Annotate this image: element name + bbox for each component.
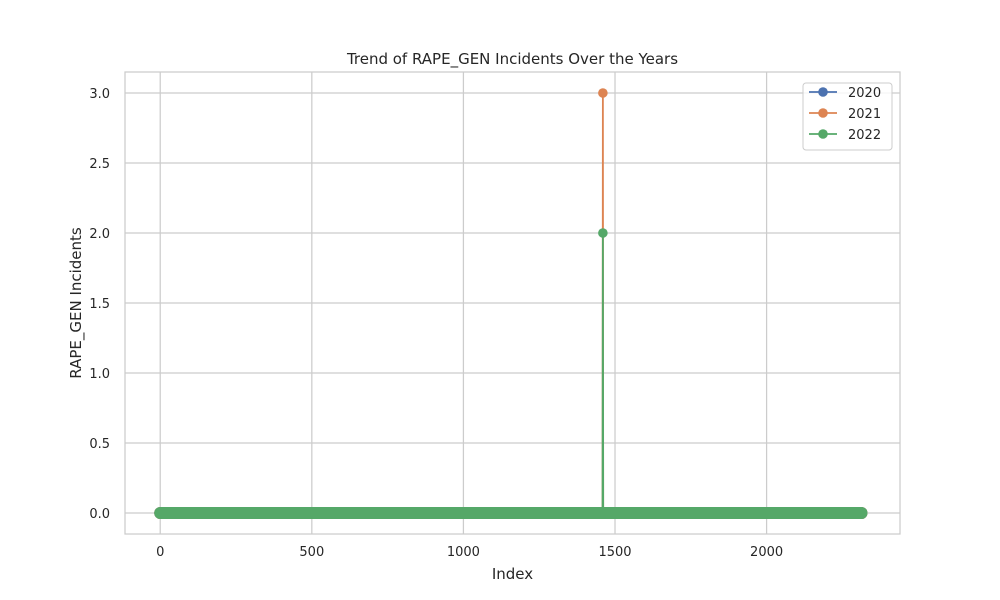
plot-frame xyxy=(124,71,901,535)
legend-marker xyxy=(818,129,828,139)
legend: 2020 2021 2022 xyxy=(802,82,893,151)
tick-labels: 0 500 1000 1500 2000 0.0 0.5 1.0 1.5 2.0 2.5 3.0 xyxy=(89,87,783,560)
y-axis-label: RAPE_GEN Incidents xyxy=(67,227,86,379)
data-point xyxy=(598,228,608,238)
data-point xyxy=(598,88,608,98)
legend-label: 2020 xyxy=(848,86,881,101)
y-tick-label: 0.5 xyxy=(89,437,110,452)
x-tick-label: 500 xyxy=(299,545,324,560)
x-tick-label: 0 xyxy=(156,545,164,560)
series-2022 xyxy=(154,228,868,519)
x-tick-label: 1000 xyxy=(447,545,480,560)
y-tick-label: 1.5 xyxy=(89,297,110,312)
series-group xyxy=(154,88,868,519)
y-tick-label: 2.0 xyxy=(89,227,110,242)
y-tick-label: 1.0 xyxy=(89,367,110,382)
legend-marker xyxy=(818,87,828,97)
x-axis-label: Index xyxy=(492,565,533,583)
legend-label: 2021 xyxy=(848,107,881,122)
x-tick-label: 1500 xyxy=(598,545,631,560)
y-tick-label: 2.5 xyxy=(89,157,110,172)
chart-title: Trend of RAPE_GEN Incidents Over the Yea… xyxy=(346,50,678,69)
legend-label: 2022 xyxy=(848,128,881,143)
y-tick-label: 0.0 xyxy=(89,507,110,522)
y-tick-label: 3.0 xyxy=(89,87,110,102)
legend-marker xyxy=(818,108,828,118)
grid xyxy=(125,72,900,534)
x-tick-label: 2000 xyxy=(750,545,783,560)
